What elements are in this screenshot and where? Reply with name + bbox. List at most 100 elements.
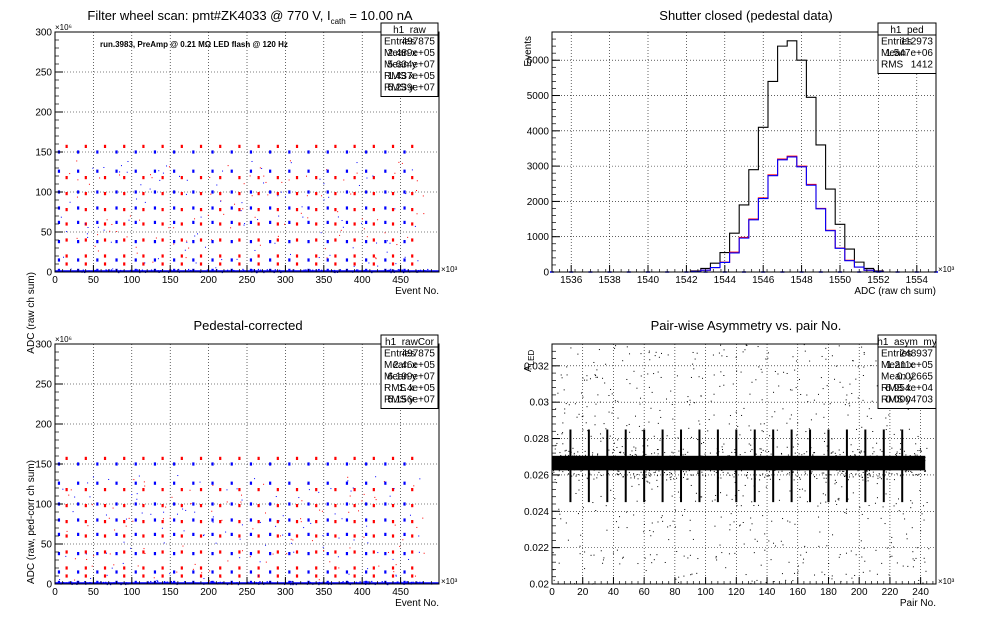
data-point xyxy=(905,471,907,473)
data-point xyxy=(760,454,762,456)
data-point xyxy=(831,575,833,577)
data-point xyxy=(257,456,260,460)
data-point xyxy=(616,549,618,551)
data-point xyxy=(161,254,164,258)
data-point xyxy=(180,566,183,570)
data-point xyxy=(86,558,88,560)
data-point xyxy=(694,358,696,360)
data-point xyxy=(383,481,385,483)
data-point xyxy=(230,227,232,229)
data-point xyxy=(580,470,582,472)
data-point xyxy=(634,460,636,462)
x-tick-label: 0 xyxy=(52,275,58,286)
data-point xyxy=(257,254,260,258)
data-point xyxy=(780,452,782,454)
data-point xyxy=(793,479,795,481)
data-point xyxy=(611,393,613,395)
data-point xyxy=(628,471,630,473)
data-point xyxy=(574,468,576,470)
data-point xyxy=(799,488,801,490)
data-point xyxy=(692,466,694,468)
data-point xyxy=(823,403,825,405)
data-point xyxy=(678,450,680,452)
data-point xyxy=(722,451,724,453)
statsbox-label: RMS y xyxy=(881,395,911,406)
data-point xyxy=(911,460,913,462)
data-point xyxy=(259,244,261,246)
data-point xyxy=(120,583,122,586)
data-point xyxy=(391,254,395,258)
data-point xyxy=(103,222,107,226)
data-point xyxy=(315,254,318,258)
data-point xyxy=(811,471,813,473)
data-point xyxy=(114,529,116,531)
data-point xyxy=(334,208,337,212)
data-point xyxy=(867,518,869,520)
data-point xyxy=(84,566,87,570)
data-point xyxy=(730,460,732,462)
data-point xyxy=(221,259,223,261)
data-point xyxy=(203,534,205,536)
panel-corrected-xlabel: Event No. xyxy=(395,598,439,609)
data-point xyxy=(417,260,419,262)
data-point xyxy=(855,473,857,475)
data-point xyxy=(134,190,137,194)
data-point xyxy=(734,552,736,554)
data-point xyxy=(879,456,881,458)
data-point xyxy=(809,360,811,362)
data-point xyxy=(800,554,802,556)
data-point xyxy=(109,230,111,232)
data-point xyxy=(835,457,837,459)
data-point xyxy=(169,269,171,271)
data-point xyxy=(725,567,727,569)
data-point xyxy=(672,452,674,454)
y-tick-label: 3000 xyxy=(527,162,550,173)
data-point xyxy=(659,409,661,411)
data-point xyxy=(912,558,914,560)
data-point xyxy=(244,223,246,225)
data-point xyxy=(731,498,733,500)
data-point xyxy=(876,385,878,387)
data-point xyxy=(638,484,640,486)
data-point xyxy=(645,469,647,471)
data-point xyxy=(727,455,729,457)
data-point xyxy=(792,461,794,463)
data-point xyxy=(292,539,294,541)
data-point xyxy=(593,469,595,471)
data-point xyxy=(326,169,329,173)
data-point xyxy=(57,481,61,485)
statsbox-label: Mean x xyxy=(881,360,914,371)
data-point xyxy=(734,462,736,464)
data-point xyxy=(669,472,671,474)
data-point xyxy=(757,462,759,464)
data-point xyxy=(795,387,797,389)
data-point xyxy=(648,352,650,354)
data-point xyxy=(873,460,875,462)
data-point xyxy=(898,510,900,512)
data-point xyxy=(391,208,395,212)
data-point xyxy=(838,449,840,451)
data-point xyxy=(649,475,651,477)
data-point xyxy=(334,192,337,196)
data-point xyxy=(844,404,846,406)
data-point xyxy=(393,269,395,271)
data-point xyxy=(767,457,769,459)
data-point xyxy=(553,579,555,581)
data-point xyxy=(673,462,675,464)
data-point xyxy=(837,498,839,500)
data-point xyxy=(342,226,344,228)
data-point xyxy=(77,502,80,506)
data-point xyxy=(142,574,145,578)
data-point xyxy=(386,240,388,242)
data-point xyxy=(649,466,651,468)
data-point xyxy=(697,473,699,475)
data-point xyxy=(635,447,637,449)
data-point xyxy=(594,415,596,417)
data-point xyxy=(869,455,871,457)
data-point xyxy=(815,466,817,468)
data-point xyxy=(634,461,636,463)
data-point xyxy=(643,523,645,525)
data-point xyxy=(326,462,329,466)
data-point xyxy=(720,516,722,518)
